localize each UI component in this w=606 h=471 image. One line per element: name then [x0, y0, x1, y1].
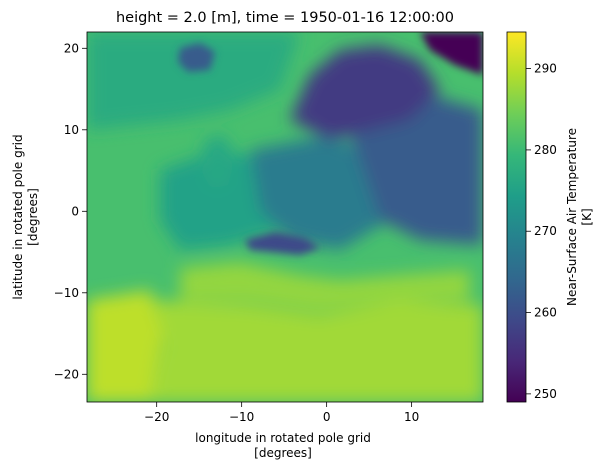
colorbar [506, 31, 527, 403]
plot-frame [86, 31, 484, 403]
heatmap-plot-area [87, 32, 483, 402]
y-axis-label-line1: latitude in rotated pole grid [11, 134, 25, 299]
colorbar-label-line1: Near-Surface Air Temperature [565, 128, 579, 306]
y-axis-label-line2: [degrees] [26, 188, 40, 246]
british-isles-region [200, 135, 235, 190]
y-tick-label: 20 [64, 41, 79, 55]
y-axis-ticks: −20 −10 0 10 20 [54, 41, 87, 381]
colorbar-ticks: 250 260 270 280 290 [526, 62, 557, 401]
y-tick-label: 0 [71, 204, 79, 218]
arctic-northeast-region [420, 32, 483, 75]
scandinavia-region [290, 45, 440, 140]
eastern-europe-region [340, 95, 483, 245]
mediterranean-region [180, 262, 470, 312]
y-tick-label: −20 [54, 367, 79, 381]
x-tick-label: 10 [404, 410, 419, 424]
x-axis-label-line1: longitude in rotated pole grid [195, 431, 371, 445]
southwest-ocean-region [87, 290, 165, 402]
chart-title: height = 2.0 [m], time = 1950-01-16 12:0… [116, 10, 454, 26]
alps-region [245, 232, 320, 255]
x-axis-label-line2: [degrees] [254, 446, 312, 460]
north-atlantic-region [87, 32, 300, 130]
x-tick-label: 0 [323, 410, 331, 424]
colorbar-tick-label: 270 [534, 224, 557, 238]
y-tick-label: 10 [64, 123, 79, 137]
x-tick-label: −10 [229, 410, 254, 424]
colorbar-tick-label: 280 [534, 143, 557, 157]
iceland-region [178, 43, 215, 72]
colorbar-tick-label: 260 [534, 306, 557, 320]
x-axis-ticks: −20 −10 0 10 [144, 402, 419, 424]
x-tick-label: −20 [144, 410, 169, 424]
y-tick-label: −10 [54, 286, 79, 300]
colorbar-tick-label: 250 [534, 387, 557, 401]
colorbar-label-line2: [K] [580, 208, 594, 225]
colorbar-tick-label: 290 [534, 62, 557, 76]
central-europe-region [250, 135, 390, 250]
north-africa-region [150, 300, 483, 402]
